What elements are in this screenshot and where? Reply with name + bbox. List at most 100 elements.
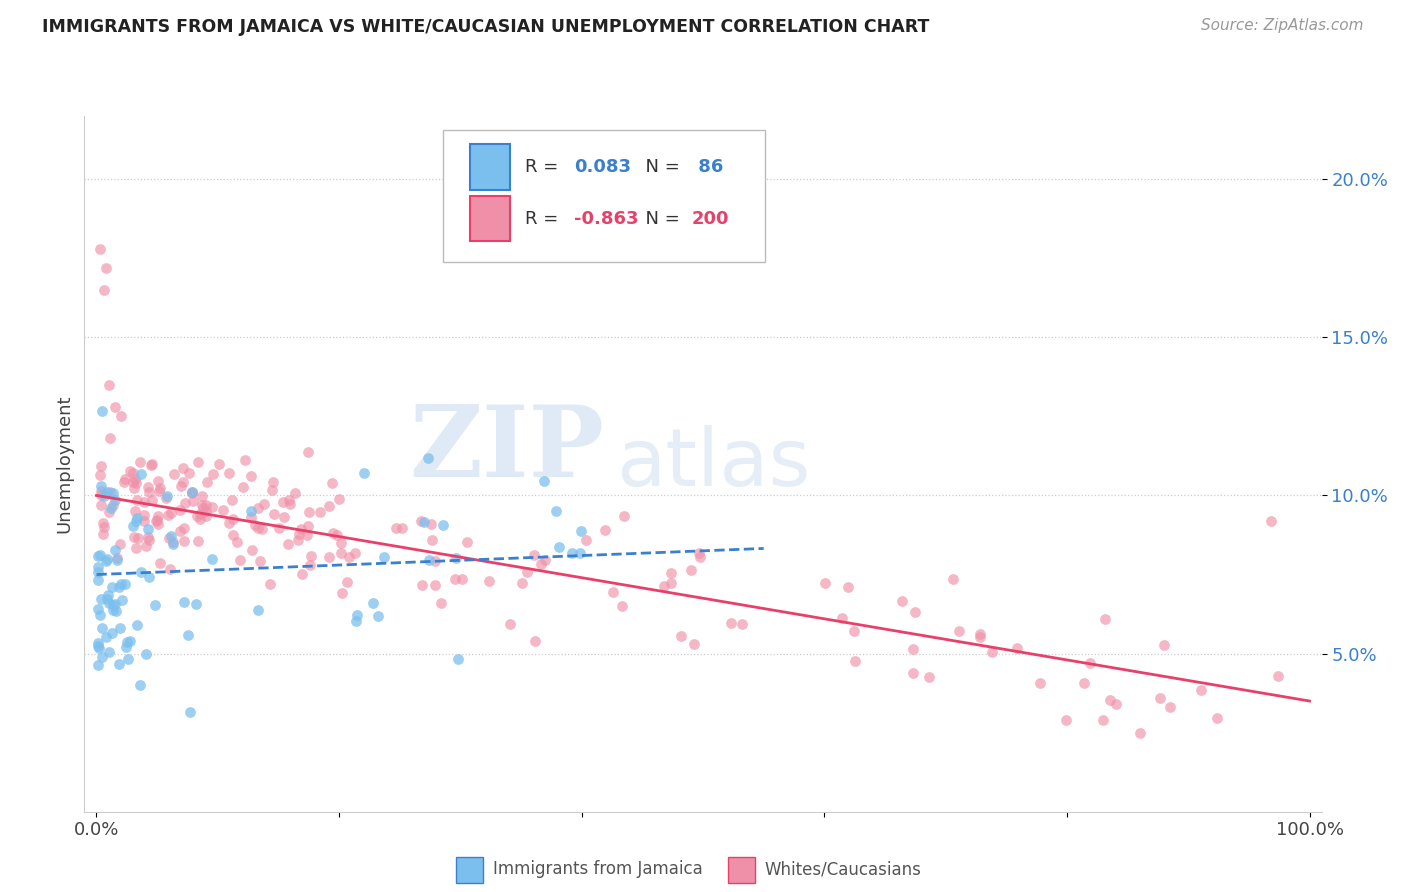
- Point: [87, 549, 110, 563]
- Point: [516, 565, 538, 579]
- Point: [108, 657, 131, 672]
- Point: [181, 484, 204, 499]
- Point: [659, 566, 682, 580]
- Point: [269, 521, 291, 535]
- Point: [104, 597, 127, 611]
- Point: [179, 705, 201, 719]
- Point: [683, 637, 706, 651]
- Point: [97, 645, 120, 659]
- Point: [1267, 669, 1289, 683]
- Point: [169, 503, 191, 517]
- Point: [419, 516, 441, 531]
- Point: [188, 512, 211, 526]
- Point: [139, 458, 162, 472]
- Point: [942, 572, 965, 586]
- Point: [287, 526, 309, 541]
- Point: [524, 634, 547, 648]
- Point: [125, 492, 148, 507]
- Point: [138, 533, 160, 547]
- Point: [89, 641, 111, 656]
- Point: [181, 494, 204, 508]
- Point: [659, 576, 682, 591]
- Point: [890, 593, 912, 607]
- Point: [444, 572, 467, 586]
- Point: [328, 492, 350, 507]
- Point: [104, 604, 127, 618]
- Point: [134, 514, 156, 528]
- Point: [104, 542, 127, 557]
- Point: [499, 617, 522, 632]
- Point: [654, 579, 676, 593]
- Point: [173, 521, 195, 535]
- Point: [411, 578, 433, 592]
- Point: [336, 574, 359, 589]
- Point: [122, 467, 145, 481]
- Point: [309, 505, 332, 519]
- Point: [136, 522, 159, 536]
- Point: [93, 519, 115, 533]
- Point: [193, 500, 215, 515]
- Point: [688, 546, 710, 560]
- Point: [278, 497, 301, 511]
- Point: [173, 533, 195, 548]
- Point: [1029, 675, 1052, 690]
- Point: [353, 467, 375, 481]
- Point: [194, 509, 217, 524]
- Point: [108, 580, 131, 594]
- Point: [409, 514, 432, 528]
- Point: [114, 577, 136, 591]
- Point: [146, 516, 169, 531]
- Point: [373, 549, 395, 564]
- Point: [97, 377, 120, 392]
- Point: [112, 475, 135, 489]
- Point: [195, 498, 218, 512]
- Text: Source: ZipAtlas.com: Source: ZipAtlas.com: [1201, 18, 1364, 33]
- Point: [195, 475, 218, 489]
- Text: 200: 200: [692, 210, 730, 227]
- Point: [115, 640, 138, 654]
- Point: [86, 658, 108, 673]
- Text: ZIP: ZIP: [409, 401, 605, 499]
- Point: [104, 493, 127, 508]
- Point: [96, 552, 118, 566]
- Point: [283, 486, 305, 500]
- Point: [141, 457, 163, 471]
- Point: [259, 577, 281, 591]
- Point: [97, 596, 120, 610]
- Point: [720, 615, 742, 630]
- Point: [110, 577, 132, 591]
- Point: [346, 607, 368, 622]
- Point: [444, 551, 467, 566]
- FancyBboxPatch shape: [471, 196, 510, 241]
- Point: [235, 453, 257, 467]
- Point: [143, 598, 166, 612]
- Point: [277, 493, 299, 508]
- Point: [93, 489, 115, 503]
- Point: [432, 518, 454, 533]
- Point: [575, 533, 598, 547]
- Point: [103, 599, 125, 613]
- Point: [263, 508, 285, 522]
- Point: [831, 611, 853, 625]
- Point: [89, 608, 111, 623]
- Point: [159, 562, 181, 576]
- Point: [842, 624, 865, 638]
- Point: [918, 670, 941, 684]
- Point: [179, 467, 201, 481]
- Point: [101, 499, 124, 513]
- Point: [201, 467, 224, 481]
- Point: [901, 666, 924, 681]
- Point: [416, 450, 439, 465]
- Point: [534, 553, 557, 567]
- FancyBboxPatch shape: [728, 857, 755, 883]
- Point: [149, 556, 172, 570]
- Point: [90, 484, 112, 499]
- Point: [291, 567, 314, 582]
- Point: [329, 545, 352, 559]
- Point: [420, 533, 443, 548]
- Point: [156, 508, 179, 522]
- Point: [533, 475, 555, 489]
- Point: [101, 581, 124, 595]
- Point: [1260, 514, 1282, 528]
- Point: [329, 536, 352, 550]
